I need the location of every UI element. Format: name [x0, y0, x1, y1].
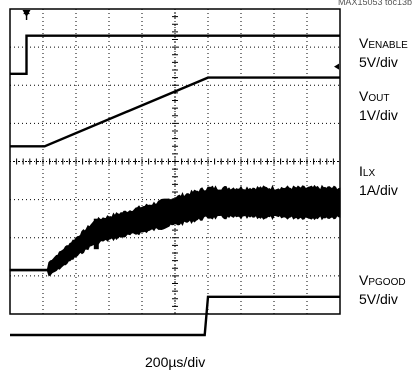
label-ilx-name: ILX: [359, 163, 376, 179]
label-vpgood-name: VPGOOD: [359, 272, 406, 288]
trigger-arrow-icon: [22, 10, 31, 17]
trigger-marker: T: [23, 12, 29, 23]
label-venable-scale: 5V/div: [359, 54, 398, 70]
label-vout-scale: 1V/div: [359, 107, 398, 123]
scope-traces: [9, 34, 341, 337]
label-ilx-scale: 1A/div: [359, 182, 398, 198]
label-vout: VOUT 1V/div: [359, 88, 398, 124]
label-vout-name: VOUT: [359, 88, 390, 104]
label-venable: VENABLE 5V/div: [359, 35, 408, 71]
figure-id: MAX15053 toc13b: [337, 0, 412, 7]
scope-grid: [9, 8, 341, 315]
time-scale-label: 200µs/div: [145, 354, 206, 370]
trace-vout: [10, 76, 340, 148]
trace-venable: [10, 34, 340, 76]
label-venable-name: VENABLE: [359, 35, 408, 51]
plot-frame: [9, 8, 341, 315]
trace-vpgood: [10, 295, 340, 337]
trace-ilx: [9, 184, 341, 277]
label-ilx: ILX 1A/div: [359, 163, 398, 199]
level-marker-icon: [334, 63, 339, 70]
ilx-spike: [93, 218, 99, 250]
scope-markers: T: [22, 10, 31, 23]
label-vpgood: VPGOOD 5V/div: [359, 272, 406, 308]
label-vpgood-scale: 5V/div: [359, 291, 398, 307]
